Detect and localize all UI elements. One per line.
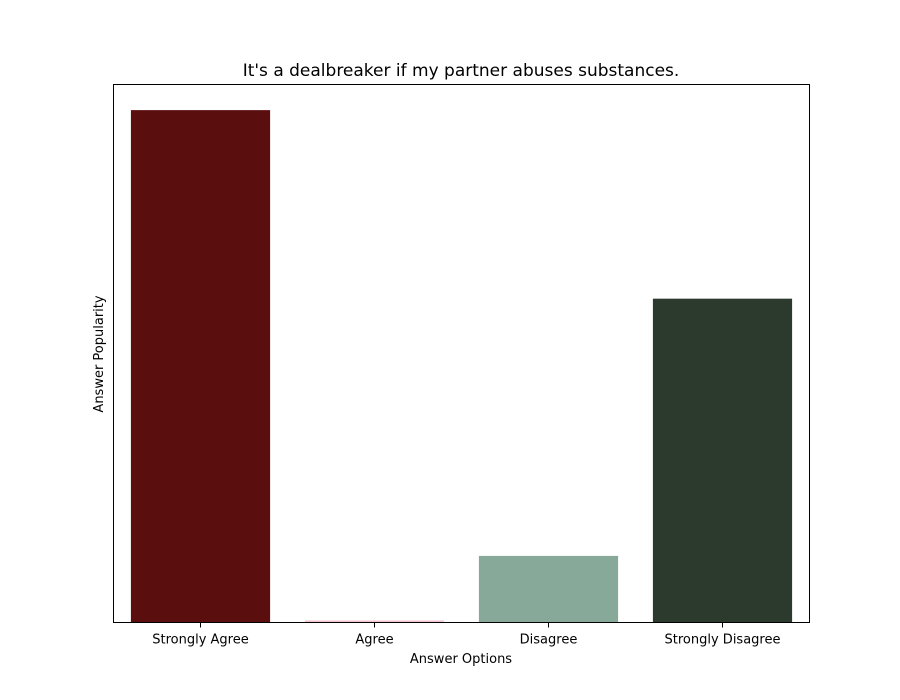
bars-group — [130, 110, 793, 623]
bar-strongly-disagree — [652, 298, 793, 623]
y-axis-label: Answer Popularity — [92, 295, 107, 412]
x-tick-label: Strongly Disagree — [665, 633, 781, 648]
bar-disagree — [478, 555, 619, 623]
bar-strongly-agree — [130, 110, 271, 623]
bar-agree — [304, 620, 445, 623]
x-axis-label: Answer Options — [410, 652, 512, 667]
x-tick-label: Disagree — [520, 633, 578, 648]
x-ticks-group: Strongly Agree Agree Disagree Strongly Disa… — [152, 622, 781, 648]
chart-title: It's a dealbreaker if my partner abuses … — [243, 61, 680, 81]
x-tick-label: Agree — [355, 633, 393, 648]
plot-frame — [113, 84, 810, 623]
x-tick-label: Strongly Agree — [152, 633, 249, 648]
